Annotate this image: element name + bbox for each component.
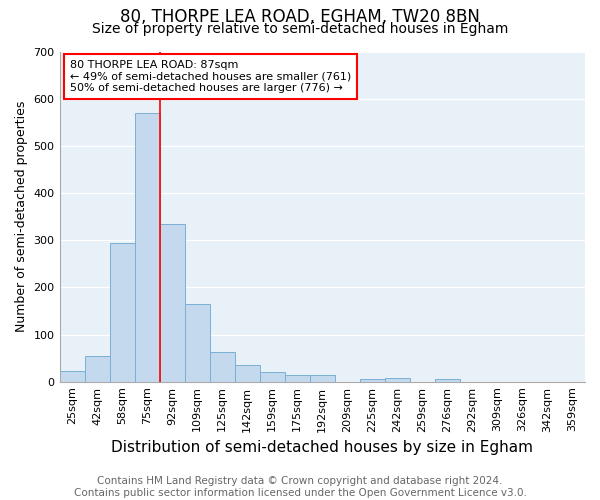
Text: 80, THORPE LEA ROAD, EGHAM, TW20 8BN: 80, THORPE LEA ROAD, EGHAM, TW20 8BN: [120, 8, 480, 26]
Y-axis label: Number of semi-detached properties: Number of semi-detached properties: [15, 101, 28, 332]
Bar: [110, 242, 134, 382]
Bar: [134, 113, 160, 382]
X-axis label: Distribution of semi-detached houses by size in Egham: Distribution of semi-detached houses by …: [111, 440, 533, 455]
Bar: [385, 378, 410, 382]
Text: Contains HM Land Registry data © Crown copyright and database right 2024.
Contai: Contains HM Land Registry data © Crown c…: [74, 476, 526, 498]
Bar: [310, 374, 335, 382]
Bar: [85, 356, 110, 382]
Bar: [235, 365, 260, 382]
Bar: [160, 224, 185, 382]
Bar: [435, 379, 460, 382]
Bar: [285, 374, 310, 382]
Text: Size of property relative to semi-detached houses in Egham: Size of property relative to semi-detach…: [92, 22, 508, 36]
Bar: [209, 352, 235, 382]
Bar: [360, 379, 385, 382]
Text: 80 THORPE LEA ROAD: 87sqm
← 49% of semi-detached houses are smaller (761)
50% of: 80 THORPE LEA ROAD: 87sqm ← 49% of semi-…: [70, 60, 352, 93]
Bar: [59, 372, 85, 382]
Bar: [260, 372, 285, 382]
Bar: [185, 304, 209, 382]
